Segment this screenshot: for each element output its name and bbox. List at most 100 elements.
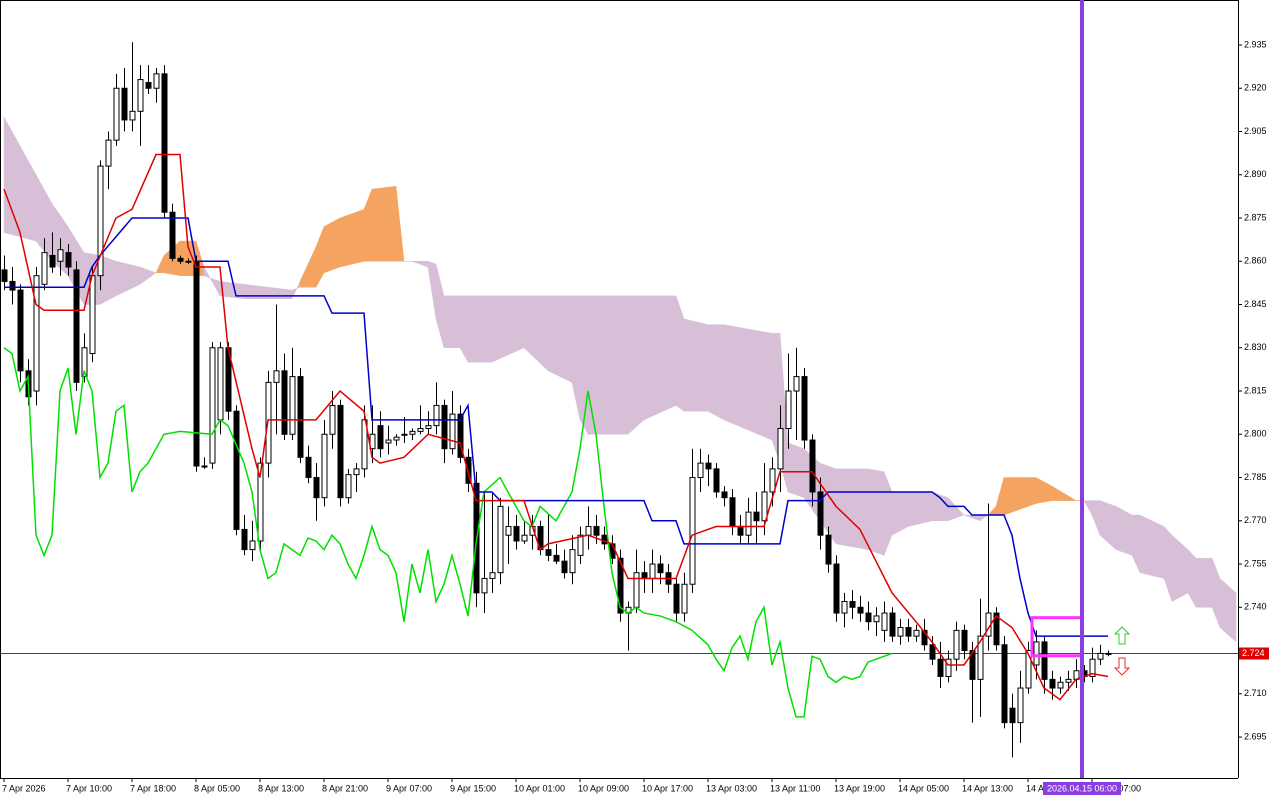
candle-body — [433, 404, 440, 427]
candle-body — [833, 563, 840, 614]
candle-body — [497, 505, 504, 574]
candle-body — [465, 456, 472, 484]
candle-body — [713, 468, 720, 493]
candle-body — [457, 413, 464, 458]
y-tick-label: 2.785 — [1244, 472, 1267, 482]
candle-body — [1049, 678, 1056, 689]
candle-body — [873, 615, 880, 623]
candle-body — [489, 572, 496, 579]
candle-body — [857, 606, 864, 614]
x-tick-label: 10 Apr 01:00 — [514, 783, 565, 793]
candle-body — [289, 376, 296, 435]
candle-body — [273, 370, 280, 383]
cloud-segment — [1051, 485, 1077, 501]
current-price-label: 2.724 — [1242, 648, 1265, 658]
candle-body — [961, 629, 968, 652]
candle-body — [17, 289, 24, 372]
x-tick-label: 14 Apr 13:00 — [962, 783, 1013, 793]
x-tick-label: 13 Apr 11:00 — [770, 783, 820, 793]
candle-body — [513, 526, 520, 542]
candle-body — [953, 629, 960, 660]
y-tick-label: 2.755 — [1244, 558, 1267, 568]
candle-body — [321, 433, 328, 499]
y-tick-label: 2.905 — [1244, 126, 1267, 136]
candle-body — [545, 549, 552, 556]
candle-body — [937, 658, 944, 677]
cloud-segment — [907, 491, 933, 527]
candle-body — [217, 347, 224, 421]
x-tick-label: 8 Apr 05:00 — [194, 783, 240, 793]
cloud-segment — [547, 295, 573, 383]
candle-body — [785, 390, 792, 430]
cloud-segment — [1219, 577, 1237, 643]
candle-body — [305, 456, 312, 479]
candle-body — [49, 254, 56, 268]
x-tick-label: 8 Apr 21:00 — [322, 783, 368, 793]
indicator-line — [3, 347, 893, 718]
candle-body — [801, 376, 808, 441]
candle-body — [777, 428, 784, 470]
x-tick-label: 9 Apr 15:00 — [450, 783, 496, 793]
cursor-tag — [1043, 782, 1121, 795]
cloud-segment — [467, 295, 493, 363]
x-tick-label: 7 Apr 2026 — [2, 783, 46, 793]
candle-body — [249, 540, 256, 551]
cloud-segment — [371, 185, 397, 262]
candle-body — [9, 280, 16, 291]
candle-body — [41, 252, 48, 285]
candle-body — [1041, 641, 1048, 680]
candle-body — [169, 211, 176, 259]
candle-body — [425, 425, 432, 430]
candle-body — [353, 468, 360, 476]
cloud-segment — [443, 295, 461, 349]
current-price-tag — [1239, 647, 1269, 660]
y-tick-label: 2.875 — [1244, 212, 1267, 222]
candle-body — [481, 577, 488, 594]
candle-body — [745, 511, 752, 536]
cloud-segment — [587, 295, 629, 435]
cloud-segment — [139, 266, 157, 285]
candle-body — [377, 425, 384, 450]
candle-body — [129, 110, 136, 121]
indicator-line — [4, 217, 1108, 637]
candle-body — [753, 511, 760, 522]
cursor-label: 2026.04.15 06:00 — [1047, 783, 1117, 793]
y-tick-label: 2.770 — [1244, 515, 1267, 525]
candle-body — [57, 249, 64, 262]
candle-body — [673, 583, 680, 614]
sell-arrow[interactable] — [1113, 657, 1131, 676]
candle-body — [729, 497, 736, 528]
candle-body — [185, 260, 192, 263]
candle-body — [905, 626, 912, 637]
candle-body — [809, 439, 816, 493]
cloud-segment — [323, 217, 341, 274]
candle-body — [153, 73, 160, 89]
buy-arrow[interactable] — [1113, 626, 1131, 645]
candle-body — [1057, 681, 1064, 689]
candle-body — [241, 528, 248, 551]
candle-body — [769, 468, 776, 493]
candle-body — [721, 491, 728, 499]
y-tick-label: 2.860 — [1244, 256, 1267, 266]
candle-body — [689, 477, 696, 585]
x-tick-label: 9 Apr 07:00 — [386, 783, 432, 793]
candle-body — [913, 629, 920, 637]
x-tick-label: 7 Apr 10:00 — [66, 783, 112, 793]
candle-body — [969, 650, 976, 680]
candle-body — [697, 462, 704, 479]
candle-body — [1001, 644, 1008, 724]
candle-body — [209, 347, 216, 464]
candle-body — [361, 419, 368, 470]
x-tick-label: 10 Apr 09:00 — [578, 783, 629, 793]
cloud-segment — [643, 295, 677, 421]
candle-body — [817, 491, 824, 536]
y-tick-label: 2.695 — [1244, 731, 1267, 741]
candle-body — [929, 644, 936, 660]
candle-body — [329, 404, 336, 435]
cloud-segment — [723, 324, 773, 441]
candle-body — [1089, 658, 1096, 677]
candle-body — [841, 601, 848, 614]
plot — [0, 42, 1238, 758]
candle-body — [705, 462, 712, 470]
candle-body — [81, 347, 88, 378]
